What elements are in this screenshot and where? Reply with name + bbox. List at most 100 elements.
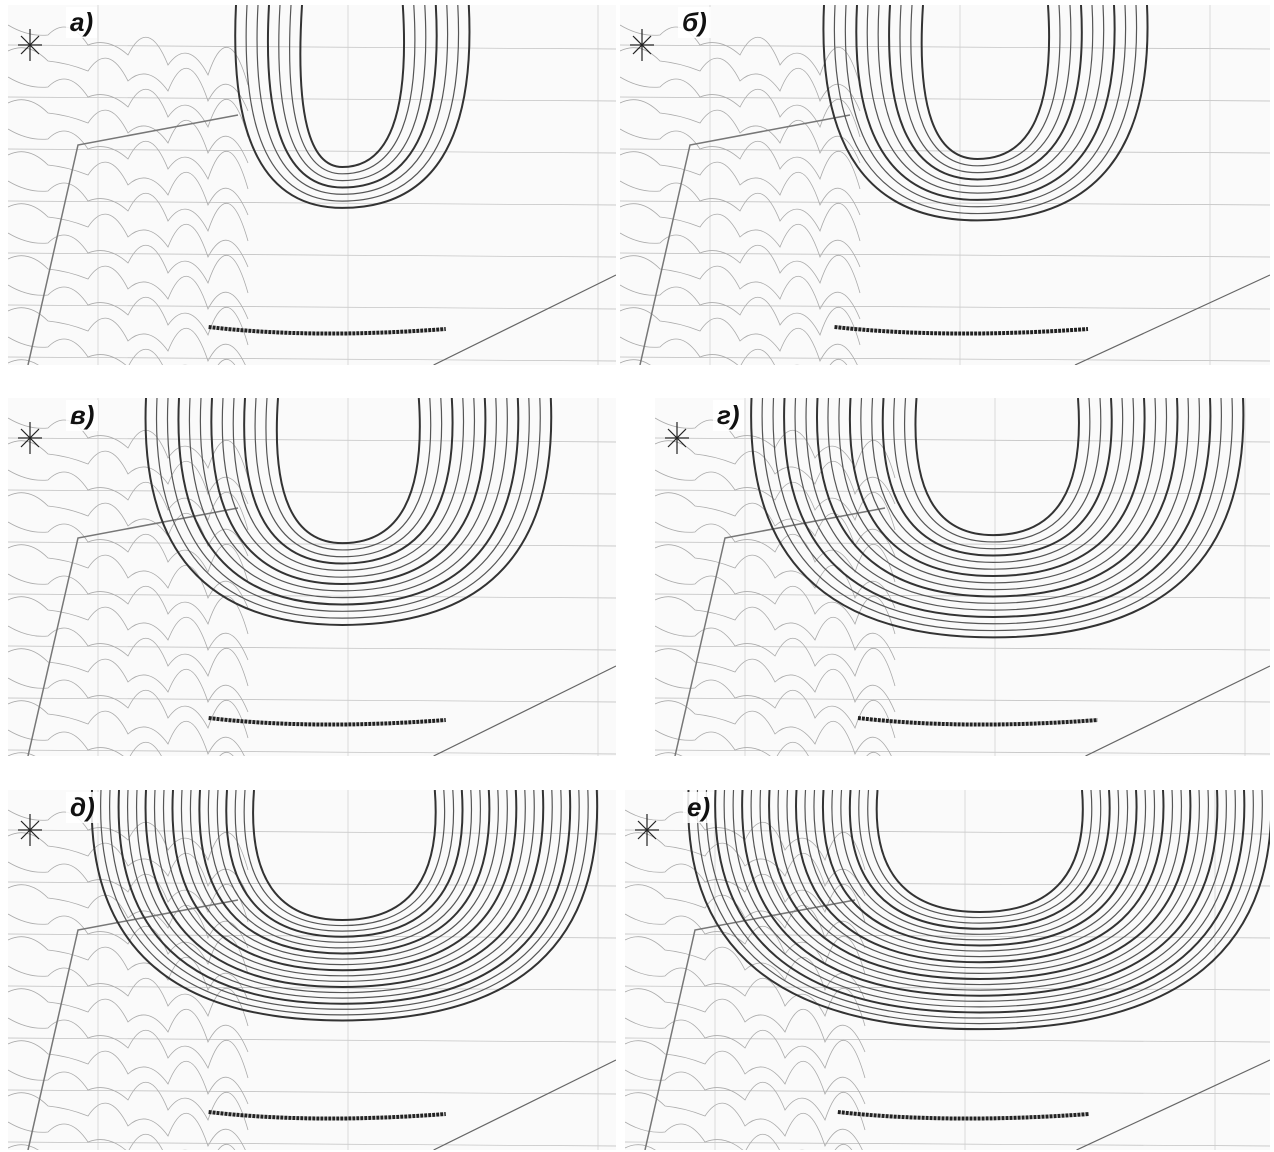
pit-bench bbox=[252, 790, 437, 922]
pit-bench bbox=[815, 398, 1179, 598]
pit-bench bbox=[920, 5, 1051, 161]
terrain-contour bbox=[655, 492, 896, 557]
terrain-contour bbox=[620, 76, 861, 138]
grid-line bbox=[625, 881, 1270, 887]
terrain-contour bbox=[625, 1092, 863, 1150]
road bbox=[27, 899, 239, 1150]
road bbox=[639, 114, 851, 365]
pit-bench bbox=[234, 5, 471, 209]
pit-bench bbox=[794, 398, 1201, 611]
terrain-contour bbox=[655, 440, 896, 505]
pit-bench bbox=[855, 5, 1116, 201]
grid-line bbox=[620, 200, 1270, 206]
terrain-contour bbox=[8, 1017, 249, 1079]
terrain-contour bbox=[8, 596, 249, 661]
terrain-contour bbox=[620, 128, 861, 190]
pit-bench bbox=[899, 5, 1072, 174]
terrain-contour bbox=[8, 1069, 249, 1131]
road bbox=[674, 507, 886, 756]
grid-line bbox=[620, 252, 1270, 258]
pit-bench bbox=[266, 5, 438, 189]
terrain-contour bbox=[8, 521, 249, 583]
grid-line bbox=[8, 1089, 616, 1095]
plan-drawing bbox=[625, 790, 1270, 1150]
panel-label: е) bbox=[683, 792, 715, 823]
plan-panel: д) bbox=[8, 790, 616, 1150]
terrain-contour bbox=[655, 544, 896, 609]
grid-line bbox=[8, 252, 616, 258]
pit-bench bbox=[768, 790, 1192, 980]
pit-bench bbox=[705, 790, 1254, 1019]
road bbox=[433, 1059, 616, 1150]
pit-bench bbox=[144, 398, 553, 626]
pit-bench bbox=[687, 790, 1270, 1031]
terrain-contour bbox=[8, 625, 249, 687]
pit-bench bbox=[245, 5, 460, 202]
terrain-contour bbox=[655, 521, 896, 583]
terrain-contour bbox=[8, 1144, 39, 1150]
grid-line bbox=[8, 749, 616, 755]
terrain-contour bbox=[655, 729, 881, 756]
berm bbox=[208, 325, 446, 336]
grid-line bbox=[8, 437, 616, 443]
pit-bench bbox=[232, 398, 465, 571]
north-arrow bbox=[18, 422, 42, 454]
terrain-contour bbox=[625, 861, 866, 923]
terrain-contour bbox=[8, 573, 249, 635]
north-arrow-ray bbox=[20, 820, 40, 840]
terrain-contour bbox=[8, 203, 249, 268]
pit-bench bbox=[155, 398, 541, 619]
terrain-contour bbox=[8, 809, 249, 871]
terrain-contour bbox=[8, 1092, 246, 1150]
grid-line bbox=[8, 985, 616, 991]
pit-bench bbox=[278, 5, 427, 182]
road bbox=[1085, 665, 1270, 756]
pit-bench bbox=[761, 398, 1233, 632]
plan-drawing bbox=[8, 790, 616, 1150]
plan-drawing bbox=[8, 5, 616, 365]
pit-bench bbox=[844, 5, 1127, 208]
plan-panel: б) bbox=[620, 5, 1270, 365]
terrain-contour bbox=[655, 469, 896, 531]
pit-bench bbox=[848, 790, 1111, 930]
grid-line bbox=[625, 1037, 1270, 1043]
pit-bench bbox=[126, 790, 562, 999]
terrain-contour bbox=[620, 203, 861, 268]
pit-bench bbox=[153, 790, 535, 982]
grid-line bbox=[8, 697, 616, 703]
road bbox=[433, 665, 616, 756]
pit-bench bbox=[858, 790, 1102, 924]
terrain-contour bbox=[8, 884, 249, 949]
road bbox=[433, 274, 616, 365]
pit-bench bbox=[821, 790, 1138, 947]
terrain-contour bbox=[8, 469, 249, 531]
terrain-contour bbox=[8, 492, 249, 557]
grid-line bbox=[655, 593, 1270, 599]
grid-line bbox=[655, 437, 1270, 443]
pit-bench bbox=[871, 398, 1124, 563]
pit-bench bbox=[881, 398, 1113, 557]
grid-line bbox=[620, 96, 1270, 102]
terrain-contour bbox=[625, 913, 866, 975]
pit-bench bbox=[254, 398, 443, 558]
terrain-contour bbox=[625, 965, 866, 1027]
terrain-contour bbox=[655, 596, 896, 661]
berm bbox=[208, 716, 446, 727]
pit-bench bbox=[827, 398, 1168, 591]
pit-bench bbox=[833, 5, 1138, 215]
terrain-contour bbox=[655, 625, 896, 687]
panel-label: д) bbox=[66, 792, 99, 823]
pit-bench bbox=[732, 790, 1227, 1002]
grid-line bbox=[620, 356, 1270, 362]
pit-bench bbox=[888, 5, 1083, 181]
grid-line bbox=[625, 933, 1270, 939]
pit-bench bbox=[750, 790, 1209, 991]
grid-line bbox=[620, 148, 1270, 154]
terrain-contour bbox=[625, 1069, 866, 1131]
north-arrow-ray bbox=[20, 428, 40, 448]
north-arrow bbox=[630, 29, 654, 61]
grid-line bbox=[8, 148, 616, 154]
grid-line bbox=[8, 96, 616, 102]
pit-bench bbox=[221, 398, 476, 578]
pit-bench bbox=[265, 398, 432, 551]
